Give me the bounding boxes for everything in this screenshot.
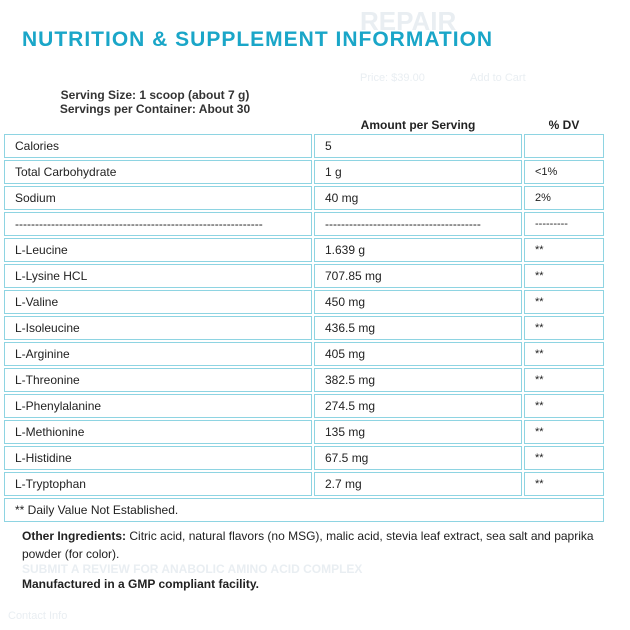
ingredients-label: Other Ingredients:: [22, 529, 127, 543]
title: NUTRITION & SUPPLEMENT INFORMATION: [22, 28, 494, 51]
table-cell: L-Isoleucine: [4, 316, 312, 340]
header-cell: [4, 118, 312, 132]
table-row: L-Arginine 405 mg **: [4, 342, 604, 366]
table-cell: **: [524, 446, 604, 470]
table-cell: 67.5 mg: [314, 446, 522, 470]
table-row: L-Leucine 1.639 g **: [4, 238, 604, 262]
table-cell: 40 mg: [314, 186, 522, 210]
table-cell: L-Arginine: [4, 342, 312, 366]
table-row: L-Isoleucine 436.5 mg **: [4, 316, 604, 340]
table-row: L-Histidine 67.5 mg **: [4, 446, 604, 470]
table-row: L-Methionine 135 mg **: [4, 420, 604, 444]
table-cell: **: [524, 238, 604, 262]
table-cell: L-Lysine HCL: [4, 264, 312, 288]
bg-price: Price: $39.00: [360, 72, 425, 84]
table-cell: L-Leucine: [4, 238, 312, 262]
table-cell: 405 mg: [314, 342, 522, 366]
table-cell: Sodium: [4, 186, 312, 210]
table-cell: [524, 134, 604, 158]
header-row: Amount per Serving % DV: [4, 118, 604, 132]
table-cell: 5: [314, 134, 522, 158]
ingredients: Other Ingredients: Citric acid, natural …: [22, 527, 612, 563]
table-cell: **: [524, 290, 604, 314]
table-cell: 707.85 mg: [314, 264, 522, 288]
table-cell: **: [524, 316, 604, 340]
table-cell: Total Carbohydrate: [4, 160, 312, 184]
table-cell: ---------: [524, 212, 604, 236]
header-cell: % DV: [548, 118, 580, 132]
table-cell: <1%: [524, 160, 604, 184]
table-row: L-Valine 450 mg **: [4, 290, 604, 314]
table-cell: L-Histidine: [4, 446, 312, 470]
footnote: ** Daily Value Not Established.: [4, 498, 604, 522]
bg-review: SUBMIT A REVIEW FOR ANABOLIC AMINO ACID …: [22, 562, 363, 576]
table-row: L-Lysine HCL 707.85 mg **: [4, 264, 604, 288]
ingredients-text: Citric acid, natural flavors (no MSG), m…: [22, 529, 594, 561]
table-row: L-Phenylalanine 274.5 mg **: [4, 394, 604, 418]
table-row: L-Threonine 382.5 mg **: [4, 368, 604, 392]
bg-cart: Add to Cart: [470, 72, 526, 84]
nutrition-table: Amount per Serving % DV Calories 5 Total Car…: [2, 116, 606, 524]
manufactured: Manufactured in a GMP compliant facility…: [22, 577, 259, 591]
table-cell: 2%: [524, 186, 604, 210]
header-cell: Amount per Serving: [360, 118, 476, 132]
table-row: L-Tryptophan 2.7 mg **: [4, 472, 604, 496]
table-row: Sodium 40 mg 2%: [4, 186, 604, 210]
table-cell: **: [524, 394, 604, 418]
table-cell: 1.639 g: [314, 238, 522, 262]
footnote-row: ** Daily Value Not Established.: [4, 498, 604, 522]
table-row: ----------------------------------------…: [4, 212, 604, 236]
table-cell: **: [524, 368, 604, 392]
table-cell: **: [524, 264, 604, 288]
table-cell: **: [524, 420, 604, 444]
table-cell: L-Phenylalanine: [4, 394, 312, 418]
table-cell: 382.5 mg: [314, 368, 522, 392]
table-cell: 274.5 mg: [314, 394, 522, 418]
table-cell: L-Tryptophan: [4, 472, 312, 496]
table-cell: 135 mg: [314, 420, 522, 444]
table-cell: 450 mg: [314, 290, 522, 314]
table-cell: L-Threonine: [4, 368, 312, 392]
table-cell: ---------------------------------------: [314, 212, 522, 236]
table-cell: 2.7 mg: [314, 472, 522, 496]
table-cell: 436.5 mg: [314, 316, 522, 340]
servings: Servings per Container: About 30: [59, 102, 251, 116]
table-row: Total Carbohydrate 1 g <1%: [4, 160, 604, 184]
table-cell: **: [524, 342, 604, 366]
table-cell: ----------------------------------------…: [4, 212, 312, 236]
bg-contact: Contact Info: [8, 610, 68, 622]
table-cell: 1 g: [314, 160, 522, 184]
table-row: Calories 5: [4, 134, 604, 158]
table-cell: L-Valine: [4, 290, 312, 314]
table-cell: Calories: [4, 134, 312, 158]
table-cell: **: [524, 472, 604, 496]
bg-brand: REPAIR: [360, 6, 457, 36]
serving-size: Serving Size: 1 scoop (about 7 g): [60, 88, 250, 102]
table-cell: L-Methionine: [4, 420, 312, 444]
